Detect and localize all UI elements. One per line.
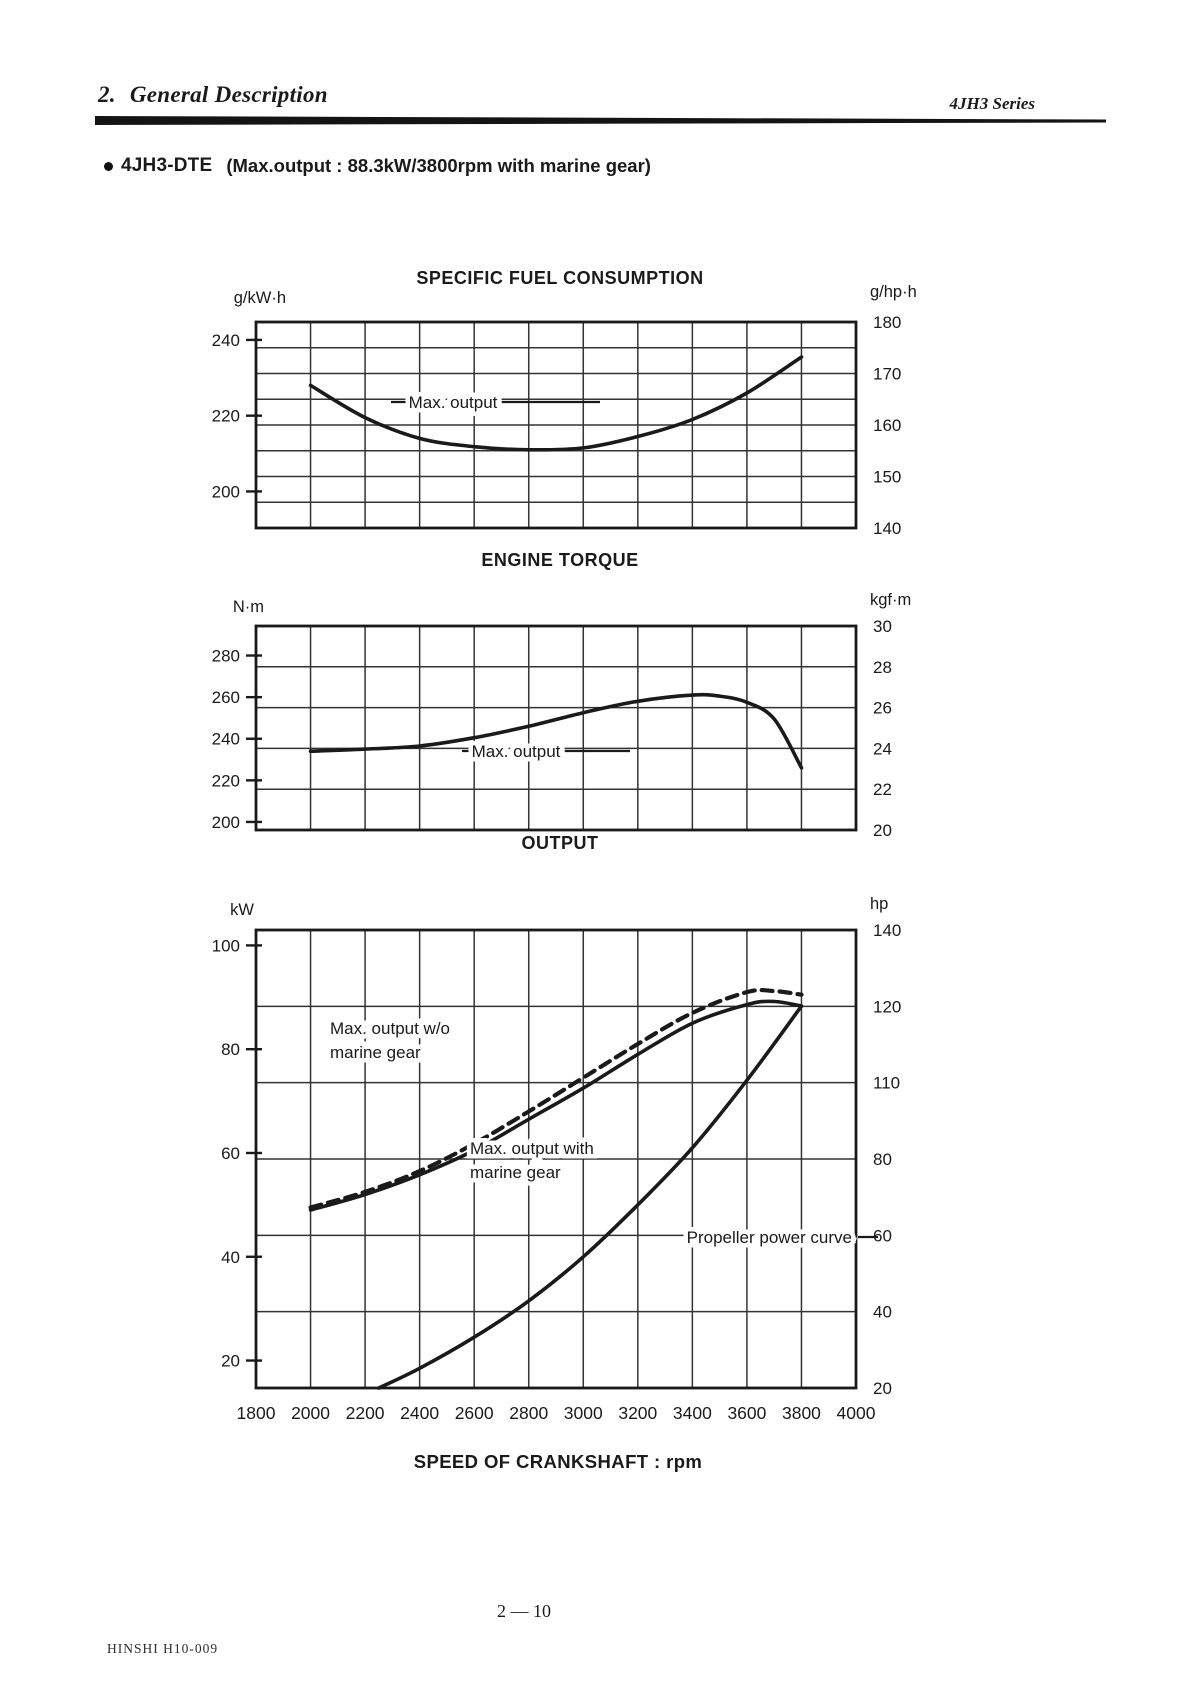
- x-axis-tick-label: 3400: [673, 1403, 712, 1423]
- section-title: General Description: [129, 82, 328, 107]
- x-axis-tick-label: 4000: [837, 1403, 876, 1423]
- bullet-icon: [104, 161, 113, 171]
- left-axis-tick-label: 280: [212, 647, 240, 666]
- left-axis-tick-label: 60: [221, 1144, 240, 1163]
- series-curve: [308, 355, 804, 452]
- section-number: 2.: [98, 82, 116, 107]
- header-rule: [95, 116, 1106, 125]
- series-curve: [308, 987, 804, 1210]
- x-axis-tick-label: 2000: [291, 1403, 330, 1423]
- sfc-chart: 240 220 200 180 170 160 150 140 g/kW·h g/hp·h SPEC…: [212, 268, 917, 538]
- series-label: marine gear: [330, 1043, 421, 1062]
- series-label: Max. output: [472, 742, 561, 761]
- right-axis-tick-label: 140: [873, 519, 901, 538]
- right-axis-tick-label: 120: [873, 997, 901, 1016]
- engine-subtitle: 4JH3-DTE (Max.output : 88.3kW/3800rpm wi…: [104, 155, 651, 177]
- right-axis-tick-label: 60: [873, 1226, 892, 1245]
- right-axis-unit: hp: [870, 895, 888, 913]
- x-axis-tick-label: 3600: [727, 1403, 766, 1423]
- series-label: Propeller power curve: [687, 1228, 852, 1247]
- document-code: HINSHI H10-009: [107, 1641, 219, 1656]
- left-axis-unit: g/kW·h: [234, 289, 286, 307]
- chart-title: OUTPUT: [522, 833, 599, 853]
- page-number: 2 — 10: [497, 1601, 551, 1621]
- right-axis-tick-label: 22: [873, 780, 892, 799]
- x-axis-tick-label: 3200: [618, 1403, 657, 1423]
- right-axis-tick-label: 160: [873, 416, 901, 435]
- right-axis-tick-label: 170: [873, 365, 901, 384]
- series-label: 4JH3 Series: [949, 94, 1035, 113]
- series-label: Max. output with: [470, 1139, 594, 1158]
- left-axis-tick-label: 220: [212, 407, 240, 426]
- x-axis-tick-label: 3800: [782, 1403, 821, 1423]
- chart-title: ENGINE TORQUE: [481, 550, 638, 570]
- series-label: Max. output w/o: [330, 1019, 450, 1038]
- right-axis-tick-label: 28: [873, 658, 892, 677]
- left-axis-tick-label: 40: [221, 1248, 240, 1267]
- x-axis-tick-label: 2800: [509, 1403, 548, 1423]
- right-axis-tick-label: 20: [873, 1379, 892, 1398]
- section-heading: 2. General Description: [98, 82, 328, 108]
- page-header: 2. General Description 4JH3 Series: [0, 82, 1198, 128]
- left-axis-unit: kW: [230, 901, 254, 919]
- right-axis-tick-label: 30: [873, 617, 892, 636]
- left-axis-unit: N·m: [233, 598, 264, 616]
- torque-chart: 280 260 240 220 200 30 28 26 24 22 20 N·m kgf·m ENGIN…: [212, 550, 912, 840]
- series-curve: [308, 692, 804, 770]
- right-axis-tick-label: 110: [873, 1074, 900, 1093]
- left-axis-tick-label: 80: [221, 1040, 240, 1059]
- left-axis-tick-label: 20: [221, 1352, 240, 1371]
- x-axis-tick-label: 1800: [237, 1403, 276, 1423]
- chart-title: SPECIFIC FUEL CONSUMPTION: [416, 268, 703, 288]
- left-axis-tick-label: 200: [212, 482, 240, 501]
- engine-model: 4JH3-DTE: [121, 155, 213, 176]
- left-axis-tick-label: 200: [212, 813, 240, 832]
- left-axis-tick-label: 220: [212, 771, 240, 790]
- right-axis-tick-label: 80: [873, 1150, 892, 1169]
- performance-charts: 240 220 200 180 170 160 150 140 g/kW·h g/hp·h SPEC…: [212, 268, 917, 1472]
- x-axis-tick-label: 2600: [455, 1403, 494, 1423]
- right-axis-tick-label: 40: [873, 1303, 892, 1322]
- right-axis-tick-label: 180: [873, 313, 901, 332]
- series-label: Max. output: [409, 393, 498, 412]
- right-axis-tick-label: 20: [873, 821, 892, 840]
- left-axis-tick-label: 260: [212, 688, 240, 707]
- series-curve: [376, 1004, 804, 1390]
- left-axis-tick-label: 240: [212, 730, 240, 749]
- x-axis-tick-label: 2400: [400, 1403, 439, 1423]
- x-axis-tick-label: 2200: [346, 1403, 385, 1423]
- series-curve: [308, 999, 804, 1212]
- right-axis-unit: g/hp·h: [870, 283, 917, 301]
- series-label: marine gear: [470, 1163, 561, 1182]
- right-axis-tick-label: 140: [873, 921, 901, 940]
- x-axis-tick-label: 3000: [564, 1403, 603, 1423]
- x-axis: 1800 2000 2200 2400 2600 2800 3000 3200 3400 3600…: [237, 1403, 876, 1472]
- engine-spec: (Max.output : 88.3kW/3800rpm with marine…: [226, 155, 651, 176]
- left-axis-tick-label: 100: [212, 936, 240, 955]
- right-axis-tick-label: 24: [873, 739, 892, 758]
- right-axis-tick-label: 150: [873, 468, 901, 487]
- right-axis-tick-label: 26: [873, 699, 892, 718]
- x-axis-title: SPEED OF CRANKSHAFT : rpm: [414, 1451, 703, 1472]
- output-chart: 100 80 60 40 20 140 120 110 80 60 40 20 kW hp OUTPUT Ma…: [212, 833, 902, 1398]
- right-axis-unit: kgf·m: [870, 591, 911, 609]
- left-axis-tick-label: 240: [212, 331, 240, 350]
